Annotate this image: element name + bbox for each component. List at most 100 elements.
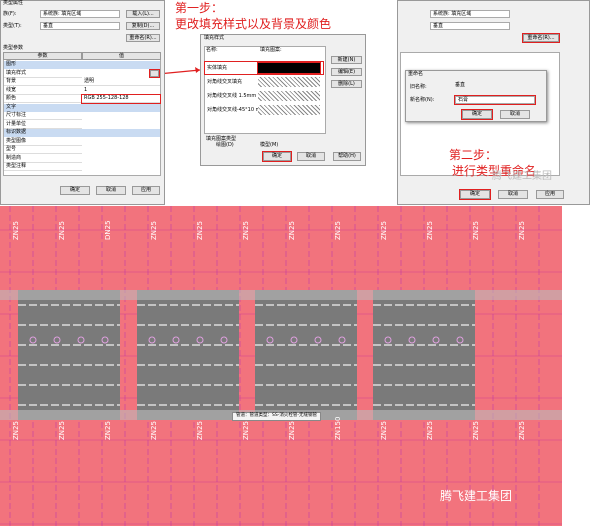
group-row: 标识数据 [4,129,160,137]
button[interactable]: 编辑(E) [331,68,362,76]
pipe-label: ZN25 [288,221,296,240]
button[interactable]: 取消 [297,152,325,161]
combo: 系统族: 填充区域 [430,10,510,18]
button[interactable]: 取消 [500,110,530,119]
button[interactable]: 重命名(R)... [522,33,560,43]
header: 值 [82,52,161,60]
button[interactable]: 重命名(R)... [126,34,160,42]
annotation: 第一步： [175,1,224,15]
pattern-swatch [258,77,320,87]
pipe-label: ZN25 [12,421,20,440]
list [204,46,326,134]
pipe-label: ZN25 [426,421,434,440]
radio[interactable]: 模型(M) [260,142,279,148]
pipe-label: ZN25 [196,421,204,440]
param: 线宽 [4,87,82,95]
column [220,336,228,344]
column [77,336,85,344]
column [148,336,156,344]
column [432,336,440,344]
pipe-label: ZN25 [150,221,158,240]
pipe-label: ZN25 [288,421,296,440]
button[interactable]: 确定 [262,151,292,162]
pipe-label: ZN25 [472,221,480,240]
value: RGB 255-128-128 [81,94,161,104]
building-block [373,290,475,420]
param: 类型注释 [4,163,82,171]
pipe-label: DN25 [104,220,112,240]
group-row: 图形 [4,61,160,69]
pipe-label: ZN25 [150,421,158,440]
button[interactable]: 帮助(H) [333,152,361,161]
pipe-label: ZN25 [518,221,526,240]
pipe-label: ZN25 [472,421,480,440]
combo: 垂直 [430,22,510,30]
button[interactable]: 确定 [461,109,493,120]
pipe-label: ZN25 [12,221,20,240]
pipe-label: ZN25 [104,421,112,440]
watermark: 腾飞建工集团 [492,171,552,182]
dialog-title: 重命名 [408,71,424,77]
annotation: 更改填充样式以及背景及颜色 [175,17,332,31]
pipe-label: ZN25 [426,221,434,240]
button[interactable]: 载入(L)... [126,10,160,18]
column [266,336,274,344]
column [101,336,109,344]
label: 类型(T): [3,23,22,29]
value: 1 [82,87,160,95]
label: 填充图案类型 [206,136,237,142]
column [456,336,464,344]
dialog-title: 类型属性 [3,0,24,6]
combo: 垂直 [40,22,120,30]
pattern-swatch [258,91,320,101]
watermark: 腾飞建工集团 [440,489,513,503]
param: 填充样式 [4,70,82,78]
building-block [18,290,120,420]
annotation: 进行类型重命名 [452,164,537,178]
pipe-label: ZN25 [196,221,204,240]
column [338,336,346,344]
label: 类型参数 [3,45,24,51]
pipe-label: ZN25 [58,421,66,440]
column [384,336,392,344]
button[interactable]: 删除(L) [331,80,362,88]
list-item: 对角线交叉线 1.5mm [207,93,257,99]
table [3,52,161,176]
column [172,336,180,344]
pipe-label: ZN25 [380,421,388,440]
button[interactable]: 取消 [96,186,126,195]
param: 型号 [4,146,82,154]
pipe-label: ZN25 [58,221,66,240]
button[interactable]: 确定 [60,186,90,195]
field: 石膏 [454,95,536,105]
column [314,336,322,344]
pipe-label: ZN25 [242,221,250,240]
radio[interactable]: 绘图(D) [216,142,234,148]
header: 参数 [3,52,82,60]
pattern-swatch [257,62,321,74]
building-block [255,290,357,420]
pattern-swatch [258,105,320,115]
edit-button[interactable] [149,69,160,78]
corridor [0,290,562,300]
column [408,336,416,344]
pipe-label: ZN25 [242,421,250,440]
group-row: 文字 [4,103,160,112]
list-item: 对角线交叉填充 [207,79,243,85]
list-item: 实体填充 [207,65,228,71]
button[interactable]: 应用 [536,190,564,199]
button[interactable]: 应用 [132,186,160,195]
param: 颜色 [4,95,82,103]
arrowhead [195,67,200,73]
button[interactable]: 确定 [459,189,491,200]
dialog-title: 填充样式 [204,35,225,41]
button[interactable]: 取消 [498,190,528,199]
arrow [157,69,201,75]
button[interactable]: 新建(N) [331,56,362,64]
pipe-label: ZN25 [518,421,526,440]
value: 透明 [82,78,160,86]
column [290,336,298,344]
button[interactable]: 复制(D)... [126,22,160,30]
label: 族(F): [3,11,17,17]
